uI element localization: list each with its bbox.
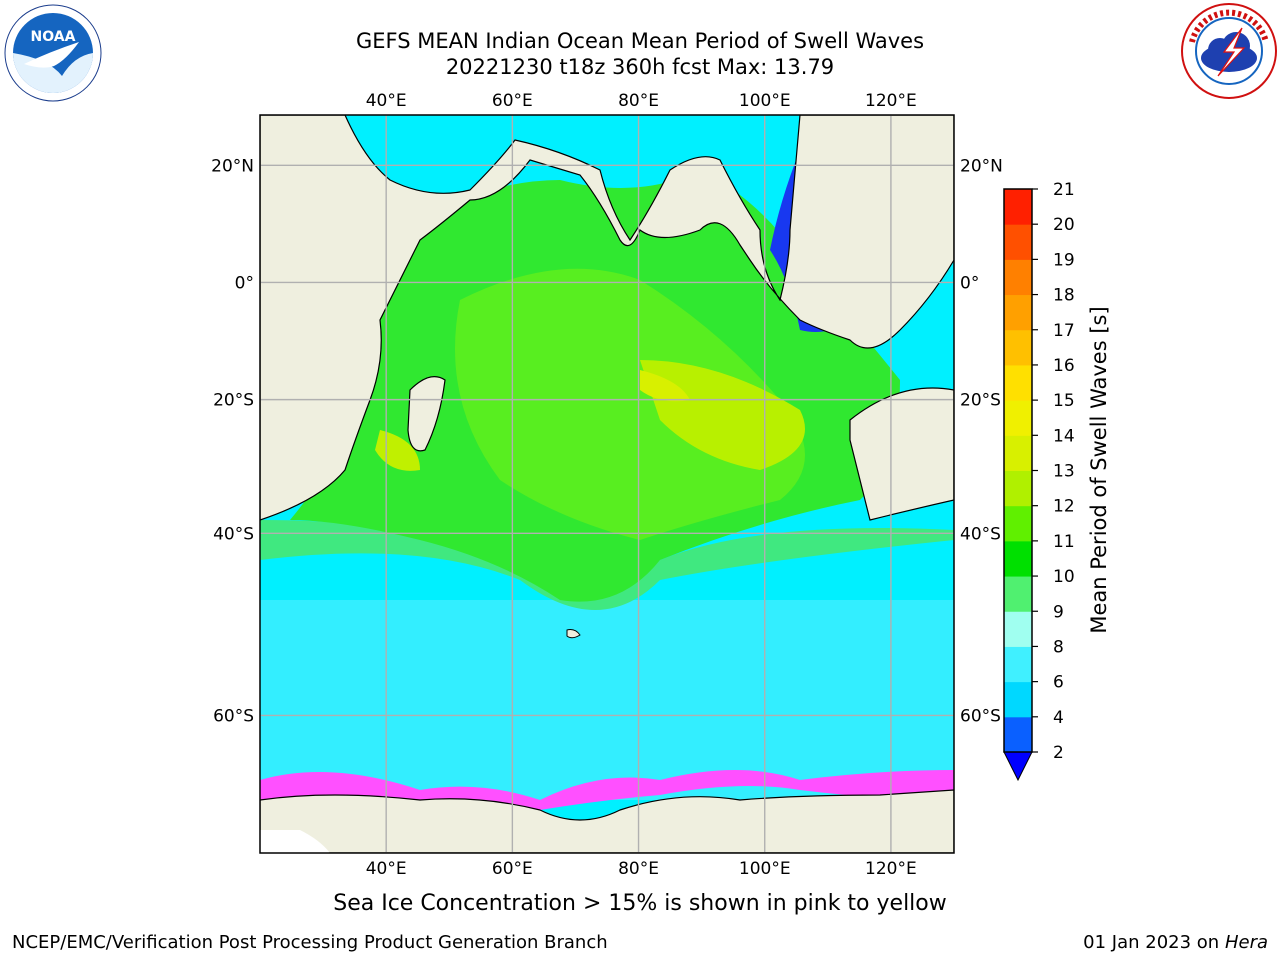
chart-title-line1: GEFS MEAN Indian Ocean Mean Period of Sw… (355, 29, 925, 53)
right-lat-label: 60°S (960, 706, 1001, 726)
noaa-logo-text: NOAA (31, 29, 76, 45)
colorbar-segment (1004, 364, 1032, 401)
top-lon-label: 80°E (618, 91, 659, 111)
madagascar (407, 376, 446, 452)
high-swell-region (640, 360, 805, 470)
colorbar-tick-label: 6 (1053, 673, 1064, 693)
top-lon-label: 120°E (865, 91, 917, 111)
colorbar-tick-label: 12 (1053, 497, 1075, 517)
colorbar-tick-label: 8 (1053, 637, 1064, 657)
colorbar-tick-label: 20 (1053, 215, 1075, 235)
colorbar-segment (1004, 505, 1032, 542)
top-lon-label: 40°E (366, 91, 407, 111)
colorbar-label: Mean Period of Swell Waves [s] (1087, 306, 1111, 633)
top-lon-label: 60°E (492, 91, 533, 111)
mid-swell-region (455, 268, 805, 540)
colorbar-segment (1004, 576, 1032, 612)
colorbar-segment (1004, 470, 1032, 507)
colorbar-tick-label: 13 (1053, 462, 1075, 482)
southern-swell-band (260, 600, 954, 800)
colorbar-tick-label: 4 (1053, 708, 1064, 728)
colorbar-segment (1004, 224, 1032, 260)
colorbar-tick-label: 9 (1053, 602, 1064, 622)
footer-date-text: 01 Jan 2023 on (1083, 932, 1225, 953)
graticule (260, 115, 954, 853)
colorbar-segment (1004, 259, 1032, 296)
colorbar-segment (1004, 294, 1032, 331)
right-lat-label: 20°S (960, 391, 1001, 411)
sea-ice-edge (260, 770, 954, 820)
colorbar-tick-label: 11 (1053, 532, 1075, 552)
colorbar-segment (1004, 400, 1032, 436)
colorbar-segment (1004, 540, 1032, 577)
colorbar-tick-label: 16 (1053, 356, 1075, 376)
colorbar-tick-label: 18 (1053, 286, 1075, 306)
colorbar-segment (1004, 716, 1032, 753)
colorbar-segment (1004, 646, 1032, 683)
right-lat-label: 40°S (960, 524, 1001, 544)
chart-title-line2: 20221230 t18z 360h fcst Max: 13.79 (445, 55, 835, 79)
colorbar-tick-label: 17 (1053, 321, 1075, 341)
footer-credit: NCEP/EMC/Verification Post Processing Pr… (12, 932, 608, 953)
colorbar-tick-label: 2 (1053, 743, 1064, 763)
noaa-logo: NOAA (4, 4, 102, 102)
bottom-lon-label: 60°E (492, 859, 533, 879)
antarctica (260, 789, 954, 853)
colorbar-segment (1004, 189, 1032, 225)
right-lat-label: 0° (960, 273, 979, 293)
colorbar-tick-label: 15 (1053, 391, 1075, 411)
colorbar-segment (1004, 681, 1032, 718)
colorbar-tick-label: 19 (1053, 250, 1075, 270)
australia (849, 387, 954, 521)
left-lat-label: 40°S (213, 524, 254, 544)
nws-logo (1180, 2, 1278, 100)
colorbar-tick-label: 10 (1053, 567, 1075, 587)
footer-date: 01 Jan 2023 on Hera (1083, 932, 1268, 953)
colorbar-segment (1004, 611, 1032, 647)
landmass-north (260, 115, 954, 521)
top-lon-label: 100°E (739, 91, 791, 111)
colorbar-under-arrow (1003, 751, 1033, 782)
left-lat-label: 20°N (211, 156, 254, 176)
map-frame (259, 114, 955, 854)
bottom-lon-label: 80°E (618, 859, 659, 879)
left-lat-label: 20°S (213, 391, 254, 411)
footer-host: Hera (1224, 932, 1268, 953)
bottom-lon-label: 40°E (366, 859, 407, 879)
left-lat-label: 0° (235, 273, 254, 293)
bottom-lon-label: 100°E (739, 859, 791, 879)
colorbar-tick-label: 21 (1053, 180, 1075, 200)
colorbar-segment (1004, 329, 1032, 366)
right-lat-label: 20°N (960, 156, 1003, 176)
colorbar-segment (1004, 435, 1032, 471)
colorbar-tick-label: 14 (1053, 426, 1075, 446)
bottom-lon-label: 120°E (865, 859, 917, 879)
sea-ice-caption: Sea Ice Concentration > 15% is shown in … (333, 891, 947, 916)
left-lat-label: 60°S (213, 706, 254, 726)
